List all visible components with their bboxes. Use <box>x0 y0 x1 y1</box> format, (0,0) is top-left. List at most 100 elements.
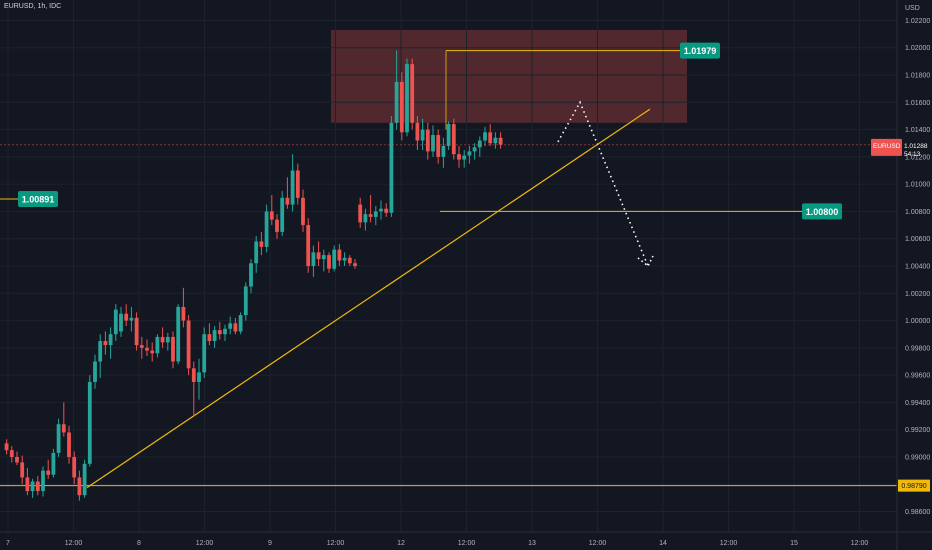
candle <box>228 316 233 335</box>
y-tick-label: 1.01600 <box>905 100 930 107</box>
candle <box>77 470 82 501</box>
ascending-trendline <box>86 108 651 489</box>
candle-body <box>259 241 264 247</box>
candle <box>264 204 269 253</box>
candle-body <box>436 135 441 157</box>
candle-body <box>46 470 51 475</box>
candle-body <box>311 252 316 266</box>
y-tick-label: 0.99400 <box>905 400 930 407</box>
candle <box>181 287 186 328</box>
current-price-symbol: EURUSD <box>873 143 901 150</box>
candle <box>238 312 243 335</box>
candle <box>223 324 227 342</box>
candle-body <box>243 286 248 316</box>
candle <box>202 327 207 378</box>
candle <box>186 315 191 376</box>
candle-body <box>56 424 61 453</box>
candle <box>243 282 248 321</box>
candle-body <box>472 147 477 152</box>
candle-body <box>451 124 456 155</box>
candle <box>394 50 399 130</box>
candle-body <box>238 315 243 332</box>
candle <box>290 154 295 212</box>
current-price-tag: EURUSD 1.01288 54:13 <box>871 138 928 158</box>
candle-body <box>249 263 253 287</box>
level-tag[interactable]: 1.00800 <box>802 203 842 220</box>
x-tick-label: 7 <box>6 540 10 547</box>
candle <box>280 190 285 236</box>
candle-body <box>171 336 175 362</box>
candle-body <box>353 263 357 266</box>
level-tag[interactable]: 1.01979 <box>680 42 720 59</box>
candle-body <box>347 257 352 264</box>
candle-body <box>332 249 337 269</box>
x-tick-label: 12 <box>397 540 405 547</box>
candle-body <box>410 64 415 123</box>
candle-body <box>145 347 149 351</box>
candle-body <box>139 345 144 348</box>
candle-body <box>186 320 191 369</box>
candle <box>446 121 451 151</box>
candle <box>171 331 175 369</box>
level-tag-bg <box>18 191 58 208</box>
candle-body <box>93 361 97 382</box>
candle <box>150 342 155 362</box>
currency-label: USD <box>905 5 920 12</box>
candle <box>477 136 482 157</box>
candle <box>113 304 118 342</box>
candle <box>342 252 347 266</box>
candle-body <box>67 432 71 457</box>
candle <box>467 145 472 164</box>
candle-body <box>306 225 311 266</box>
candle <box>82 459 87 498</box>
candle-body <box>425 129 430 152</box>
level-tag[interactable]: 1.00891 <box>18 191 58 208</box>
symbol-title: EURUSD, 1h, IDC <box>4 3 62 10</box>
candle <box>451 118 456 160</box>
candle <box>9 446 14 463</box>
candle <box>457 145 461 168</box>
candle <box>368 195 373 223</box>
candle <box>46 459 51 479</box>
candle-body <box>488 132 493 144</box>
candle <box>207 323 212 346</box>
y-tick-label: 1.02000 <box>905 45 930 52</box>
x-tick-label: 12:00 <box>65 540 83 547</box>
candle <box>217 321 222 340</box>
candle <box>155 334 160 358</box>
candle <box>67 425 71 464</box>
candle-body <box>98 341 103 362</box>
candle <box>191 361 196 417</box>
y-tick-label: 1.00000 <box>905 318 930 325</box>
candle-body <box>457 154 461 160</box>
axis-level-tag: 0.98790 <box>898 479 930 492</box>
candle <box>436 129 441 164</box>
candle-body <box>290 170 295 205</box>
candle <box>493 132 498 149</box>
candle-body <box>9 450 14 457</box>
candle-body <box>217 330 222 335</box>
candle <box>249 259 253 294</box>
candle <box>337 244 342 266</box>
candle <box>285 177 290 209</box>
y-tick-label: 0.98600 <box>905 509 930 516</box>
candle-body <box>327 255 331 269</box>
candle <box>197 358 201 400</box>
candle-body <box>176 306 181 362</box>
candle-body <box>301 197 305 226</box>
candle-body <box>285 197 290 205</box>
candle <box>176 304 181 365</box>
candle <box>488 124 493 146</box>
candle <box>316 241 321 266</box>
candle-body <box>337 249 342 261</box>
candle <box>165 332 170 351</box>
candle <box>15 451 19 466</box>
candle-body <box>467 151 472 156</box>
candle <box>259 231 264 256</box>
candle-body <box>82 463 87 496</box>
candle-body <box>30 481 35 492</box>
candle-body <box>207 334 212 342</box>
candle <box>332 245 337 272</box>
candle-body <box>420 129 425 141</box>
